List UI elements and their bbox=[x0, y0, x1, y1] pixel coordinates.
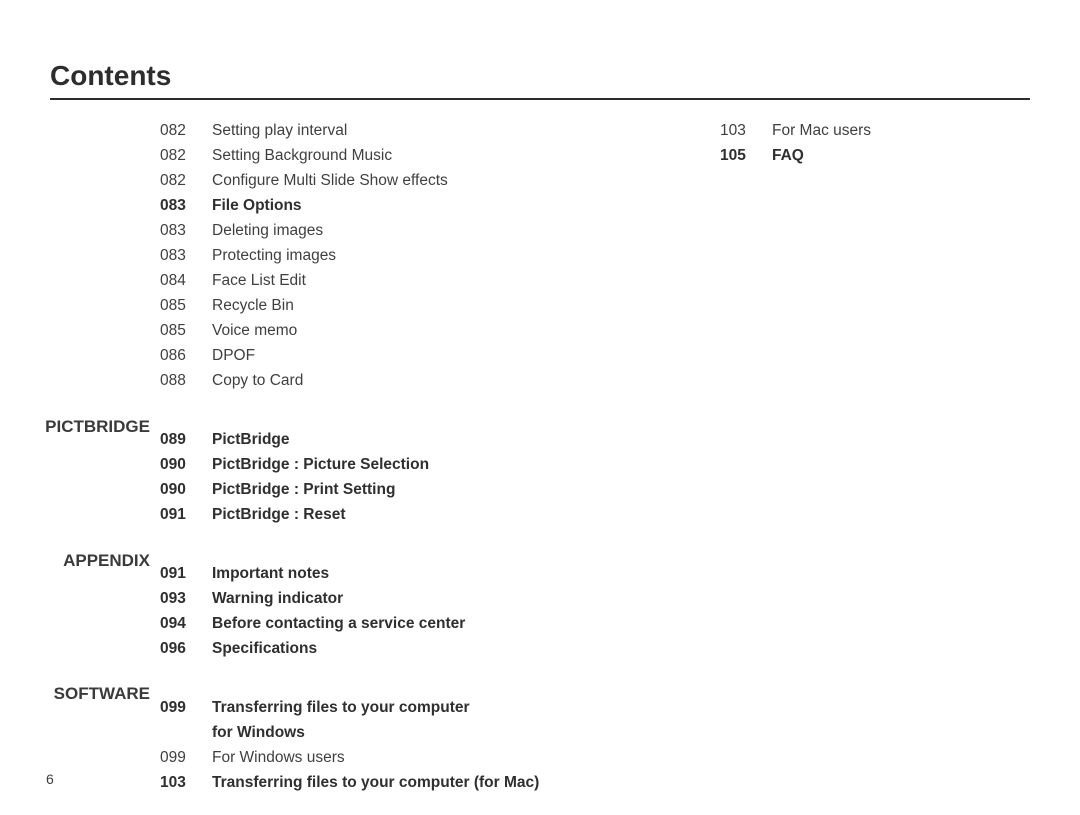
toc-label: File Options bbox=[212, 193, 700, 218]
toc-entry: 096Specifications bbox=[160, 636, 700, 661]
toc-page-number: 094 bbox=[160, 611, 212, 636]
toc-page-number: 105 bbox=[720, 143, 772, 168]
toc-page-number: 096 bbox=[160, 636, 212, 661]
toc-entry: 094Before contacting a service center bbox=[160, 611, 700, 636]
group-gap bbox=[160, 661, 700, 695]
toc-entry: 082Setting play interval bbox=[160, 118, 700, 143]
toc-entry: 091Important notes bbox=[160, 561, 700, 586]
toc-label: PictBridge bbox=[212, 427, 700, 452]
toc-entry: 090PictBridge : Print Setting bbox=[160, 477, 700, 502]
toc-label: PictBridge : Picture Selection bbox=[212, 452, 700, 477]
toc-label: DPOF bbox=[212, 343, 700, 368]
toc-label: For Mac users bbox=[772, 118, 1030, 143]
toc-label: FAQ bbox=[772, 143, 1030, 168]
toc-page-number: 090 bbox=[160, 452, 212, 477]
section-label-pictbridge: PICTBRIDGE bbox=[45, 417, 150, 437]
toc-entry: 082Configure Multi Slide Show effects bbox=[160, 168, 700, 193]
toc-label: Deleting images bbox=[212, 218, 700, 243]
toc-entry: 088Copy to Card bbox=[160, 368, 700, 393]
toc-entry: 089PictBridge bbox=[160, 427, 700, 452]
toc-entry: 086DPOF bbox=[160, 343, 700, 368]
toc-label: Recycle Bin bbox=[212, 293, 700, 318]
toc-page-number: 084 bbox=[160, 268, 212, 293]
toc-page-number: 099 bbox=[160, 695, 212, 720]
toc-entry: 083Deleting images bbox=[160, 218, 700, 243]
toc-entry: 082Setting Background Music bbox=[160, 143, 700, 168]
toc-page-number: 083 bbox=[160, 193, 212, 218]
toc-page-number: 082 bbox=[160, 143, 212, 168]
toc-page-number bbox=[160, 720, 212, 745]
toc-page-number: 103 bbox=[720, 118, 772, 143]
toc-entry: for Windows bbox=[160, 720, 700, 745]
toc-page-number: 083 bbox=[160, 243, 212, 268]
toc-page-number: 091 bbox=[160, 561, 212, 586]
contents-column-2: 103For Mac users105FAQ bbox=[720, 118, 1030, 795]
section-label-software: SOFTWARE bbox=[54, 684, 150, 704]
toc-label: Face List Edit bbox=[212, 268, 700, 293]
toc-entry: 083Protecting images bbox=[160, 243, 700, 268]
group-gap bbox=[160, 527, 700, 561]
toc-label: Before contacting a service center bbox=[212, 611, 700, 636]
toc-label: Important notes bbox=[212, 561, 700, 586]
toc-page-number: 093 bbox=[160, 586, 212, 611]
toc-page-number: 085 bbox=[160, 293, 212, 318]
toc-page-number: 089 bbox=[160, 427, 212, 452]
toc-label: Configure Multi Slide Show effects bbox=[212, 168, 700, 193]
toc-entry: 105FAQ bbox=[720, 143, 1030, 168]
toc-entry: 099Transferring files to your computer bbox=[160, 695, 700, 720]
toc-entry: 091PictBridge : Reset bbox=[160, 502, 700, 527]
toc-label: Copy to Card bbox=[212, 368, 700, 393]
page-title: Contents bbox=[50, 60, 1030, 100]
section-label-appendix: APPENDIX bbox=[63, 551, 150, 571]
toc-label: Transferring files to your computer bbox=[212, 695, 700, 720]
toc-page-number: 082 bbox=[160, 168, 212, 193]
toc-page-number: 090 bbox=[160, 477, 212, 502]
toc-label: PictBridge : Print Setting bbox=[212, 477, 700, 502]
toc-label: Setting Background Music bbox=[212, 143, 700, 168]
toc-label: Warning indicator bbox=[212, 586, 700, 611]
contents-columns: PICTBRIDGE APPENDIX SOFTWARE 082Setting … bbox=[50, 118, 1030, 795]
toc-entry: 093Warning indicator bbox=[160, 586, 700, 611]
toc-page-number: 082 bbox=[160, 118, 212, 143]
toc-label: Specifications bbox=[212, 636, 700, 661]
page: Contents PICTBRIDGE APPENDIX SOFTWARE 08… bbox=[0, 0, 1080, 815]
page-number: 6 bbox=[46, 771, 54, 787]
toc-entry: 084Face List Edit bbox=[160, 268, 700, 293]
toc-entry: 085Recycle Bin bbox=[160, 293, 700, 318]
section-labels-column: PICTBRIDGE APPENDIX SOFTWARE bbox=[50, 118, 160, 795]
toc-entry: 099For Windows users bbox=[160, 745, 700, 770]
toc-page-number: 086 bbox=[160, 343, 212, 368]
toc-label: Transferring files to your computer (for… bbox=[212, 770, 700, 795]
toc-page-number: 083 bbox=[160, 218, 212, 243]
group-gap bbox=[160, 393, 700, 427]
toc-label: Protecting images bbox=[212, 243, 700, 268]
toc-entry: 083File Options bbox=[160, 193, 700, 218]
toc-label: Setting play interval bbox=[212, 118, 700, 143]
toc-page-number: 103 bbox=[160, 770, 212, 795]
contents-column-1: 082Setting play interval082Setting Backg… bbox=[160, 118, 700, 795]
toc-page-number: 088 bbox=[160, 368, 212, 393]
toc-label: for Windows bbox=[212, 720, 700, 745]
toc-label: For Windows users bbox=[212, 745, 700, 770]
toc-entry: 090PictBridge : Picture Selection bbox=[160, 452, 700, 477]
toc-page-number: 085 bbox=[160, 318, 212, 343]
toc-page-number: 091 bbox=[160, 502, 212, 527]
toc-entry: 103Transferring files to your computer (… bbox=[160, 770, 700, 795]
toc-page-number: 099 bbox=[160, 745, 212, 770]
toc-entry: 085Voice memo bbox=[160, 318, 700, 343]
toc-entry: 103For Mac users bbox=[720, 118, 1030, 143]
toc-label: PictBridge : Reset bbox=[212, 502, 700, 527]
toc-label: Voice memo bbox=[212, 318, 700, 343]
